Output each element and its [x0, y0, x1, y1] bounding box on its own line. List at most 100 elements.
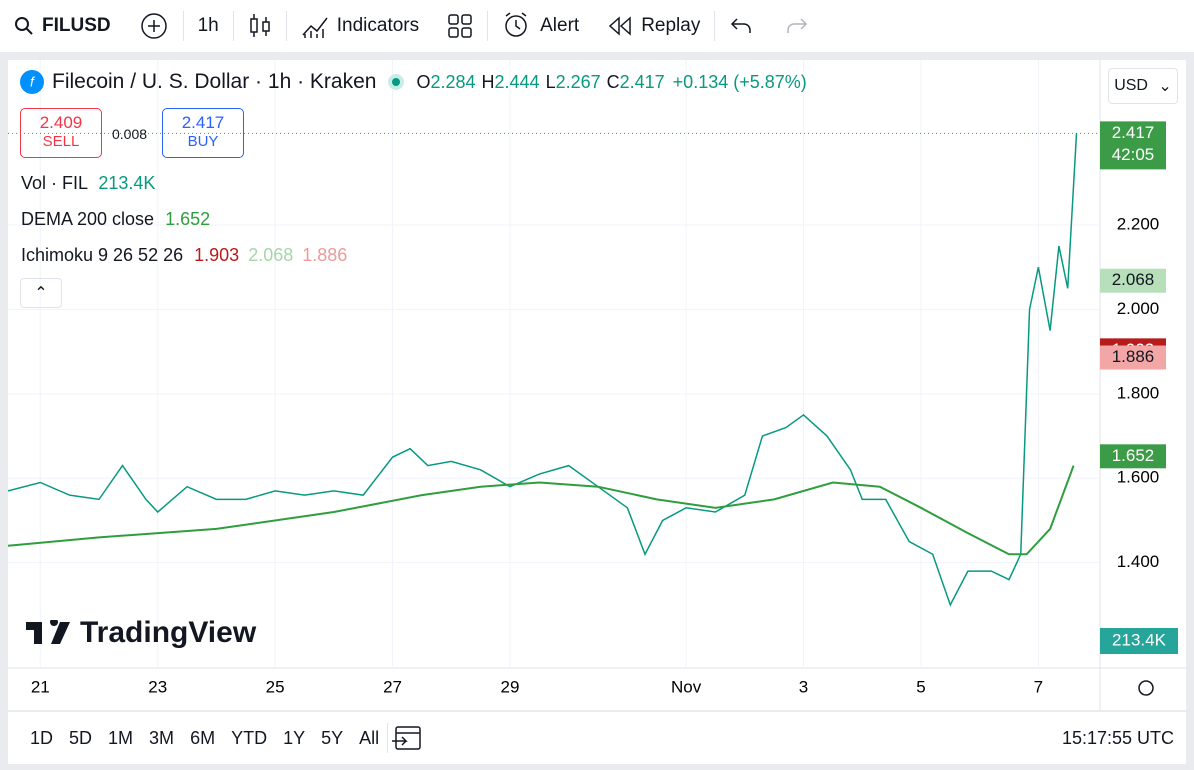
volume-legend: Vol · FIL 213.4K: [21, 173, 155, 194]
search-icon: [15, 17, 33, 35]
range-button[interactable]: 1Y: [283, 727, 306, 748]
separator: [487, 11, 489, 41]
legend-name: DEMA 200 close: [21, 209, 155, 229]
separator: [714, 11, 716, 41]
buy-label: BUY: [187, 133, 219, 150]
redo-button[interactable]: [769, 16, 823, 36]
legend-value: 213.4K: [98, 173, 156, 193]
market-status: [388, 74, 405, 90]
sell-button[interactable]: 2.409 SELL: [20, 108, 102, 158]
legend-value: 2.068: [248, 245, 294, 265]
alert-label: Alert: [540, 15, 580, 36]
range-button[interactable]: All: [359, 727, 380, 748]
sell-label: SELL: [42, 133, 80, 150]
logo-mark: [26, 620, 70, 644]
separator: [232, 11, 234, 41]
x-tick-label: Nov: [671, 677, 702, 696]
watermark: TradingView: [26, 616, 256, 650]
price-tag: [1100, 268, 1166, 293]
currency: USD: [1114, 77, 1148, 94]
indicators-icon: [302, 17, 328, 38]
x-tick-label: 7: [1034, 677, 1043, 696]
goto-date-icon[interactable]: [388, 723, 428, 753]
range-buttons: 1D 5D 1M 3M 6M YTD 1Y 5Y All: [8, 728, 387, 749]
plus-icon: [140, 13, 167, 39]
y-tick-label: 2.000: [1117, 299, 1160, 318]
svg-text:f: f: [30, 74, 36, 90]
y-tick-label: 1.600: [1117, 468, 1160, 487]
alert-button[interactable]: Alert: [488, 11, 593, 41]
price-tag-label: 2.068: [1112, 270, 1155, 289]
ichimoku-legend: Ichimoku 9 26 52 26 1.903 2.068 1.886: [21, 245, 347, 266]
interval-button[interactable]: 1h: [184, 15, 233, 37]
compare-button[interactable]: [125, 11, 183, 41]
grid-icon: [448, 14, 472, 38]
x-tick-label: 5: [916, 677, 925, 696]
ohlc-item: H2.444: [482, 72, 540, 93]
symbol-search[interactable]: FILUSD: [0, 15, 125, 37]
price-tag: [1100, 444, 1166, 469]
range-button[interactable]: 5Y: [321, 727, 344, 748]
range-button[interactable]: YTD: [231, 727, 268, 748]
spread: 0.008: [112, 126, 148, 142]
price-change: +0.134 (+5.87%): [672, 71, 807, 92]
range-button[interactable]: 1M: [108, 727, 134, 748]
countdown: 42:05: [1112, 145, 1155, 164]
dema-legend: DEMA 200 close 1.652: [21, 209, 210, 230]
legend-value: 1.886: [302, 245, 348, 265]
buy-price: 2.417: [181, 113, 225, 132]
separator: [387, 723, 389, 753]
ohlc-value: 2.417: [619, 71, 665, 92]
replay-label: Replay: [641, 15, 701, 36]
ohlc: O2.284 H2.444 L2.267 C2.417: [416, 72, 664, 93]
indicators-button[interactable]: Indicators: [287, 13, 433, 39]
replay-icon: [609, 16, 631, 36]
legend-value: 1.903: [194, 245, 240, 265]
series-line: [8, 465, 1075, 556]
candle-icon: [250, 14, 270, 37]
x-tick-label: 21: [31, 677, 50, 696]
price-tag: [1100, 121, 1166, 170]
range-button[interactable]: 6M: [190, 727, 216, 748]
range-button[interactable]: 3M: [149, 727, 175, 748]
x-tick-label: 25: [266, 677, 285, 696]
ohlc-item: L2.267: [546, 72, 601, 93]
y-tick-label: 2.200: [1117, 214, 1160, 233]
range-button[interactable]: 5D: [69, 727, 93, 748]
separator: [285, 11, 287, 41]
ohlc-value: 2.267: [555, 71, 601, 92]
top-toolbar: FILUSD 1h Indicators Alert Replay: [0, 0, 1194, 52]
undo-icon: [731, 18, 752, 33]
replay-button[interactable]: Replay: [593, 15, 714, 37]
buy-button[interactable]: 2.417 BUY: [162, 108, 244, 158]
currency-select[interactable]: USD ⌄: [1108, 68, 1178, 104]
series-line: [8, 133, 1078, 607]
x-tick-label: 3: [799, 677, 808, 696]
ohlc-key: O: [416, 71, 431, 92]
layouts-button[interactable]: [433, 13, 487, 39]
volume-tag-label: 213.4K: [1112, 630, 1167, 649]
ohlc-value: 2.444: [494, 71, 540, 92]
undo-button[interactable]: [715, 16, 769, 36]
separator: [182, 11, 184, 41]
caret: ⌄: [1158, 78, 1172, 95]
settings-icon[interactable]: [1138, 680, 1154, 696]
legend-value: 1.652: [165, 209, 211, 229]
x-tick-label: 23: [148, 677, 167, 696]
alarm-icon: [505, 12, 527, 37]
symbol-title: Filecoin / U. S. Dollar · 1h · Kraken: [52, 70, 377, 93]
ohlc-value: 2.284: [430, 71, 476, 92]
volume-tag: [1100, 628, 1178, 654]
y-tick-label: 1.400: [1117, 552, 1160, 571]
range-button[interactable]: 1D: [30, 727, 54, 748]
clock: 15:17:55 UTC: [1061, 727, 1174, 748]
x-tick-label: 27: [383, 677, 402, 696]
price-tag-label: 1.652: [1112, 446, 1155, 465]
chart-type-button[interactable]: [234, 13, 286, 39]
y-tick-label: 1.800: [1117, 383, 1160, 402]
coin-icon: f: [20, 70, 44, 94]
collapse-legend[interactable]: ⌃: [20, 278, 62, 308]
symbol: FILUSD: [42, 15, 111, 36]
